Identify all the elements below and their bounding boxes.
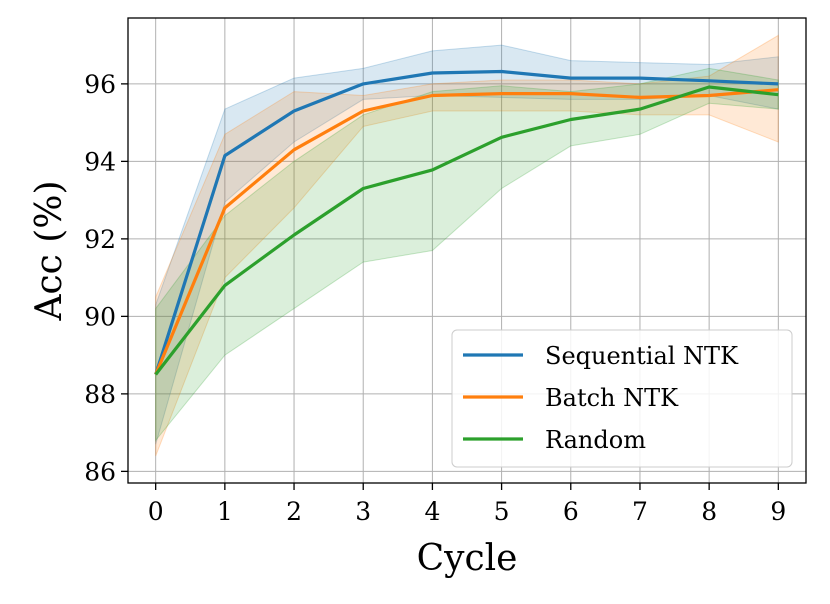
x-tick-label: 3	[355, 497, 371, 526]
series-lines	[154, 69, 779, 376]
y-tick-label: 96	[84, 70, 116, 99]
legend-label-2: Random	[545, 426, 646, 454]
x-tick-label: 4	[424, 497, 440, 526]
confidence-band-0	[155, 44, 779, 445]
y-tick-label: 88	[84, 380, 116, 409]
y-axis-ticks: 86 88 90 92 94 96	[84, 70, 128, 486]
y-axis-label: Acc (%)	[29, 180, 70, 321]
x-tick-label: 1	[217, 497, 233, 526]
x-tick-label: 5	[494, 497, 510, 526]
x-tick-label: 9	[770, 497, 786, 526]
series-line-0	[154, 69, 779, 375]
y-tick-label: 90	[84, 302, 116, 331]
series-line-2	[154, 85, 779, 376]
y-tick-label: 86	[84, 457, 116, 486]
x-axis-ticks: 0 1 2 3 4 5 6 7 8 9	[148, 483, 786, 526]
legend: Sequential NTK Batch NTK Random	[451, 329, 793, 468]
legend-label-0: Sequential NTK	[545, 342, 739, 370]
x-tick-label: 7	[632, 497, 648, 526]
x-tick-label: 2	[286, 497, 302, 526]
x-tick-label: 8	[701, 497, 717, 526]
x-axis-label: Cycle	[417, 538, 518, 579]
y-tick-label: 94	[84, 147, 116, 176]
x-tick-label: 6	[563, 497, 579, 526]
legend-label-1: Batch NTK	[545, 384, 679, 412]
plot-frame	[127, 17, 807, 484]
legend-box	[451, 329, 793, 468]
y-tick-label: 92	[84, 225, 116, 254]
x-tick-label: 0	[148, 497, 164, 526]
